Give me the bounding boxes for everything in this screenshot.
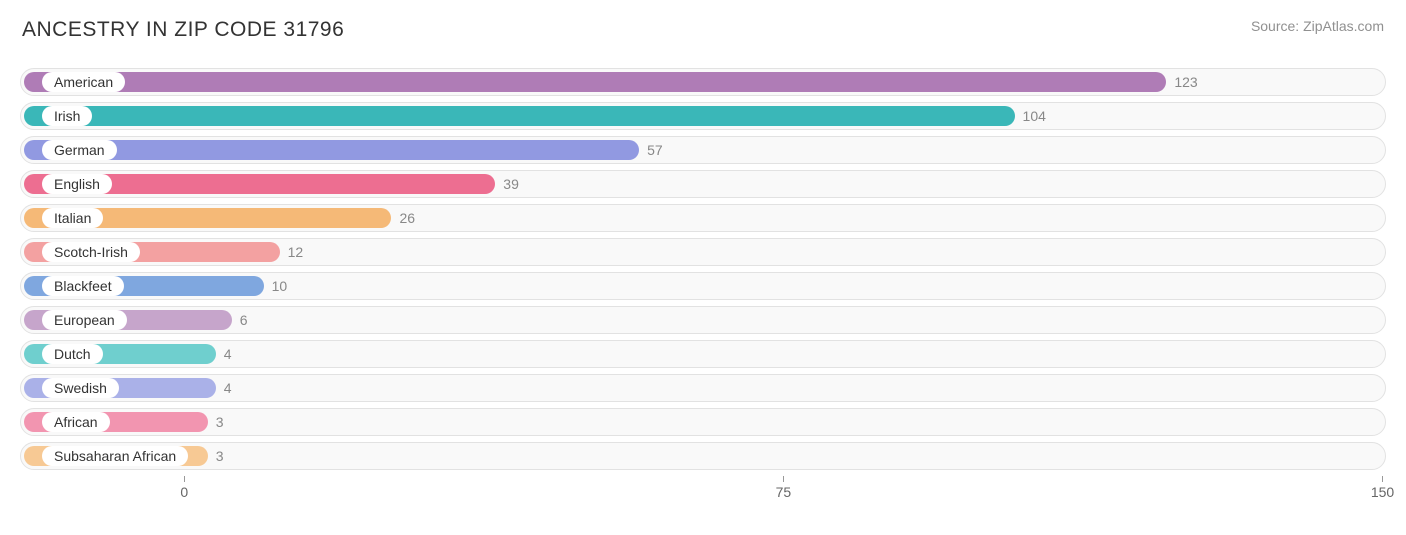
axis-tick: 75 bbox=[783, 476, 784, 482]
bar-value-label: 3 bbox=[208, 408, 224, 436]
plot-area: 123American104Irish57German39English26It… bbox=[20, 68, 1386, 476]
category-pill: Irish bbox=[42, 106, 92, 126]
bar-track bbox=[20, 408, 1386, 436]
axis-tick: 0 bbox=[184, 476, 185, 482]
bar-row: 12 Scotch-Irish bbox=[20, 238, 1386, 266]
chart-source: Source: ZipAtlas.com bbox=[1251, 18, 1384, 34]
tick-line bbox=[1382, 476, 1383, 482]
bar-value-label: 104 bbox=[1015, 102, 1046, 130]
bar-row: 26 Italian bbox=[20, 204, 1386, 232]
bar-value-label: 10 bbox=[264, 272, 288, 300]
bar-row: 123 American bbox=[20, 68, 1386, 96]
bar-row: 4 Dutch bbox=[20, 340, 1386, 368]
bar-value-label: 57 bbox=[639, 136, 663, 164]
category-pill: Subsaharan African bbox=[42, 446, 188, 466]
bar-fill bbox=[24, 72, 1166, 92]
bar-row: 4 Swedish bbox=[20, 374, 1386, 402]
tick-label: 75 bbox=[776, 484, 792, 500]
tick-line bbox=[783, 476, 784, 482]
bar-row: 3 Subsaharan African bbox=[20, 442, 1386, 470]
chart-title: ANCESTRY IN ZIP CODE 31796 bbox=[22, 18, 344, 42]
bar-row: 10 Blackfeet bbox=[20, 272, 1386, 300]
bar-value-label: 12 bbox=[280, 238, 304, 266]
category-pill: Dutch bbox=[42, 344, 103, 364]
bar-value-label: 4 bbox=[216, 374, 232, 402]
x-axis: 0 75 150 bbox=[20, 476, 1386, 506]
category-pill: European bbox=[42, 310, 127, 330]
bar-row: 57 German bbox=[20, 136, 1386, 164]
tick-label: 150 bbox=[1371, 484, 1394, 500]
category-pill: Blackfeet bbox=[42, 276, 124, 296]
bar-row: 6 European bbox=[20, 306, 1386, 334]
bar-fill bbox=[24, 106, 1015, 126]
bar-row: 39 English bbox=[20, 170, 1386, 198]
tick-line bbox=[184, 476, 185, 482]
category-pill: American bbox=[42, 72, 125, 92]
bar-track bbox=[20, 442, 1386, 470]
bar-row: 104 Irish bbox=[20, 102, 1386, 130]
category-pill: Italian bbox=[42, 208, 103, 228]
ancestry-bar-chart: ANCESTRY IN ZIP CODE 31796 Source: ZipAt… bbox=[0, 0, 1406, 535]
bar-value-label: 6 bbox=[232, 306, 248, 334]
chart-header: ANCESTRY IN ZIP CODE 31796 Source: ZipAt… bbox=[20, 18, 1386, 42]
category-pill: Scotch-Irish bbox=[42, 242, 140, 262]
tick-label: 0 bbox=[180, 484, 188, 500]
bar-value-label: 3 bbox=[208, 442, 224, 470]
bar-row: 3 African bbox=[20, 408, 1386, 436]
bar-value-label: 4 bbox=[216, 340, 232, 368]
category-pill: African bbox=[42, 412, 110, 432]
category-pill: English bbox=[42, 174, 112, 194]
axis-tick: 150 bbox=[1382, 476, 1383, 482]
bar-value-label: 26 bbox=[391, 204, 415, 232]
bar-value-label: 123 bbox=[1166, 68, 1197, 96]
category-pill: German bbox=[42, 140, 117, 160]
category-pill: Swedish bbox=[42, 378, 119, 398]
bar-value-label: 39 bbox=[495, 170, 519, 198]
